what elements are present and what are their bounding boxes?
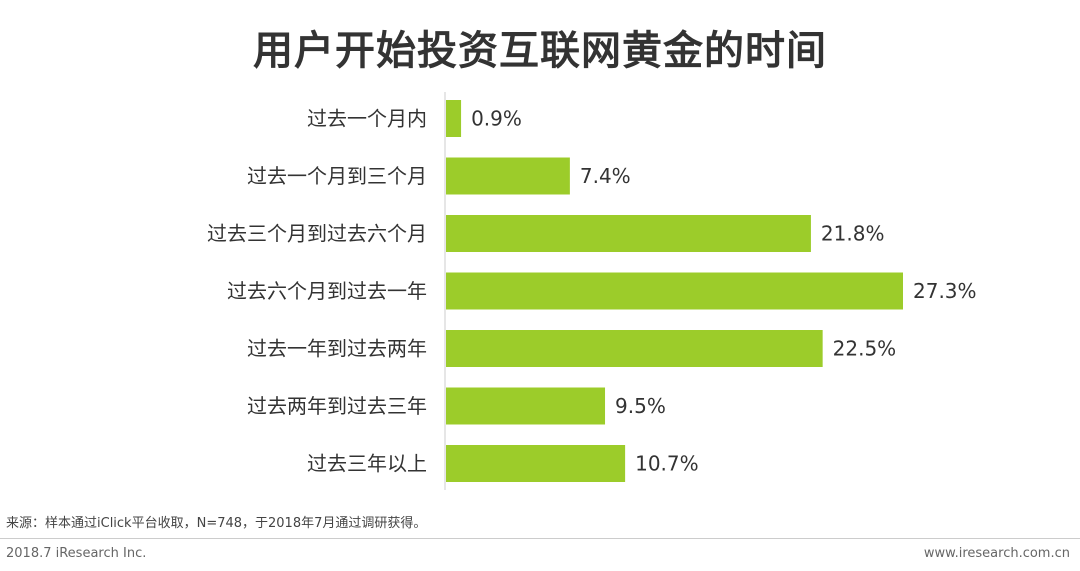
footer-divider [0,538,1080,539]
bar [446,157,570,195]
category-label: 过去六个月到过去一年 [227,279,427,303]
value-label: 21.8% [821,222,885,246]
value-label: 27.3% [913,279,977,303]
value-label: 0.9% [471,107,522,131]
value-label: 9.5% [615,394,666,418]
category-label: 过去三年以上 [307,452,427,476]
source-note: 来源：样本通过iClick平台收取，N=748，于2018年7月通过调研获得。 [6,516,427,531]
category-label: 过去一个月内 [307,107,427,131]
bar [446,387,606,425]
category-label: 过去三个月到过去六个月 [207,222,427,246]
bar [446,272,903,310]
value-label: 7.4% [580,164,631,188]
category-label: 过去两年到过去三年 [247,394,427,418]
value-label: 22.5% [833,337,897,361]
bar [446,215,811,252]
category-label: 过去一个月到三个月 [247,164,427,188]
footer-website: www.iresearch.com.cn [923,546,1070,561]
footer-copyright: 2018.7 iResearch Inc. [6,546,147,561]
bars-layer: 过去一个月内 0.9% 过去一个月到三个月 7.4% 过去三个月到过去六个月 21.8% 过… [207,100,977,482]
category-label: 过去一年到过去两年 [247,337,427,361]
chart-title: 用户开始投资互联网黄金的时间 [253,28,827,74]
bar [446,100,462,137]
bar [446,330,823,367]
value-label: 10.7% [635,452,699,476]
bar [446,445,626,482]
